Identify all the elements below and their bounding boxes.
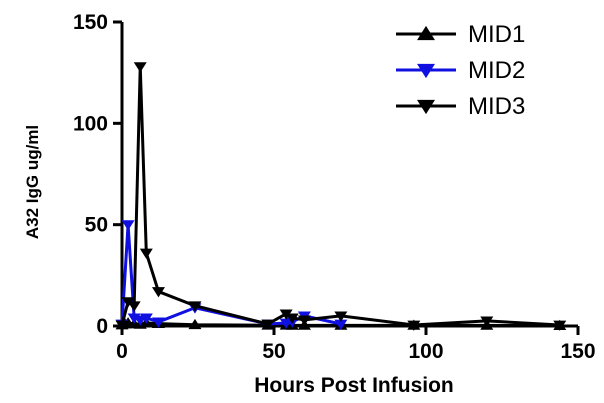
y-tick-label: 100 xyxy=(73,112,108,135)
data-point xyxy=(188,301,202,312)
data-point xyxy=(133,62,147,73)
series-layer xyxy=(115,62,567,331)
x-axis-ticks: 0 50 100 150 xyxy=(116,326,596,363)
data-point xyxy=(121,220,135,231)
data-point xyxy=(139,248,153,259)
y-tick-label: 50 xyxy=(85,214,108,237)
data-point xyxy=(115,320,129,331)
x-tick-label: 50 xyxy=(262,340,285,363)
data-point xyxy=(407,320,421,331)
y-tick-label: 0 xyxy=(96,315,108,338)
data-point xyxy=(279,309,293,320)
legend-item: MID2 xyxy=(396,57,525,84)
data-point xyxy=(139,313,153,324)
legend-marker xyxy=(417,99,435,115)
data-point xyxy=(480,316,494,327)
series-line xyxy=(120,223,342,326)
data-point xyxy=(297,315,311,326)
plot-area: 0 50 100 150 0 50 100 150 xyxy=(73,11,596,363)
data-point xyxy=(127,301,141,312)
data-point xyxy=(121,297,135,308)
legend-marker xyxy=(417,25,435,41)
x-tick-label: 100 xyxy=(408,340,443,363)
legend-label: MID2 xyxy=(468,57,525,84)
data-point xyxy=(334,319,348,330)
y-axis-label: A32 IgG ug/ml xyxy=(23,125,42,239)
y-axis-ticks: 0 50 100 150 xyxy=(73,11,122,338)
data-point xyxy=(334,311,348,322)
y-tick-label: 150 xyxy=(73,11,108,34)
series-mid3 xyxy=(115,62,567,331)
x-tick-label: 150 xyxy=(560,340,595,363)
legend-item: MID1 xyxy=(396,21,525,48)
legend-label: MID3 xyxy=(468,93,525,120)
legend-label: MID1 xyxy=(468,21,525,48)
legend: MID1 MID2 MID3 xyxy=(396,21,525,120)
data-point xyxy=(553,320,567,331)
x-axis-label: Hours Post Infusion xyxy=(254,374,454,397)
data-point xyxy=(188,318,202,330)
data-point xyxy=(261,319,275,330)
data-point xyxy=(285,313,299,324)
data-point xyxy=(151,287,165,298)
x-tick-label: 0 xyxy=(116,340,128,363)
data-point xyxy=(151,317,165,328)
legend-item: MID3 xyxy=(396,93,525,120)
legend-marker xyxy=(417,63,435,79)
